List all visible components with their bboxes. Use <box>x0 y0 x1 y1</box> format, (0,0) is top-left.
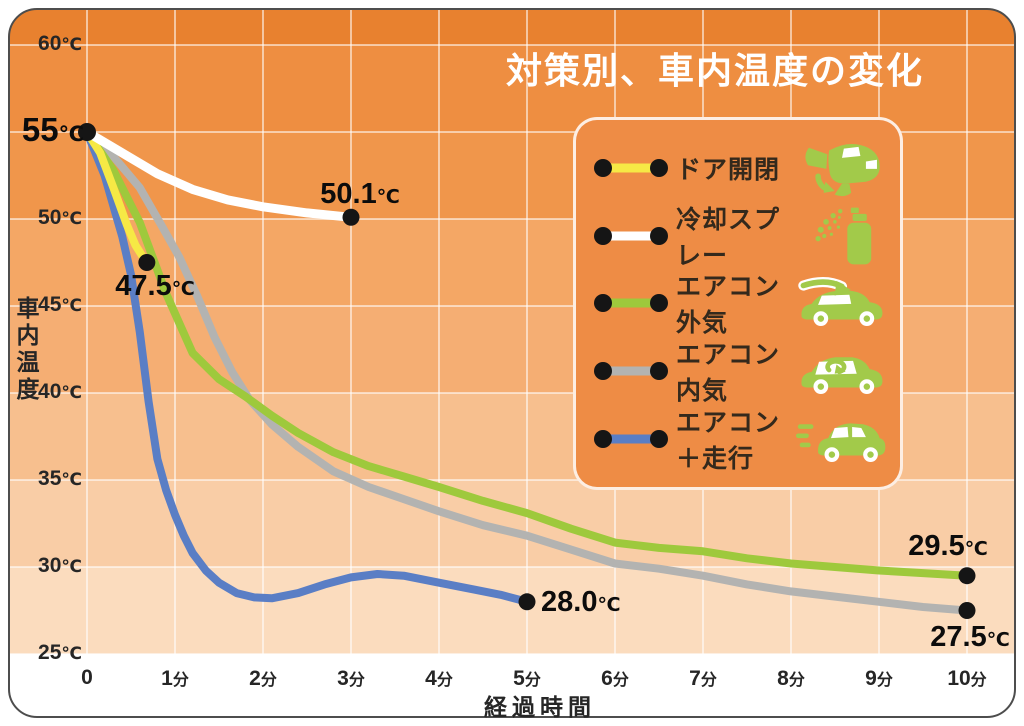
marker-dots <box>78 123 976 619</box>
car-driving-icon <box>794 408 890 470</box>
legend-box: ドア開閉冷却スプレー エアコン外気 エアコン内気 エアコン＋走行 <box>573 117 903 490</box>
temperature-band <box>9 567 1015 654</box>
temperature-band <box>9 480 1015 567</box>
legend-line-sample <box>594 294 668 313</box>
series-line <box>83 128 531 606</box>
spray-can-icon <box>794 205 890 267</box>
legend-label: エアコン＋走行 <box>676 409 781 474</box>
car-outside-air-icon <box>794 272 890 334</box>
legend-line-sample <box>594 158 668 177</box>
card-border <box>8 8 1016 718</box>
temperature-band <box>9 9 1015 45</box>
legend-row-4: エアコン＋走行 <box>592 406 890 474</box>
legend-label: エアコン外気 <box>676 273 781 338</box>
door-open-car-icon <box>794 137 890 199</box>
legend-line-sample <box>594 226 668 245</box>
legend-row-0: ドア開閉 <box>592 135 890 201</box>
legend-row-1: 冷却スプレー <box>592 203 890 270</box>
car-inside-air-icon <box>794 340 890 402</box>
legend-line-sample <box>594 430 668 449</box>
legend-line-sample <box>594 362 668 381</box>
legend-row-2: エアコン外気 <box>592 270 890 338</box>
legend-label: エアコン内気 <box>676 341 781 406</box>
legend-row-3: エアコン内気 <box>592 338 890 406</box>
series-line <box>82 127 356 222</box>
legend-label: ドア開閉 <box>676 155 781 184</box>
series-line <box>83 128 971 615</box>
legend-label: 冷却スプレー <box>676 205 781 270</box>
series-line <box>83 128 971 580</box>
